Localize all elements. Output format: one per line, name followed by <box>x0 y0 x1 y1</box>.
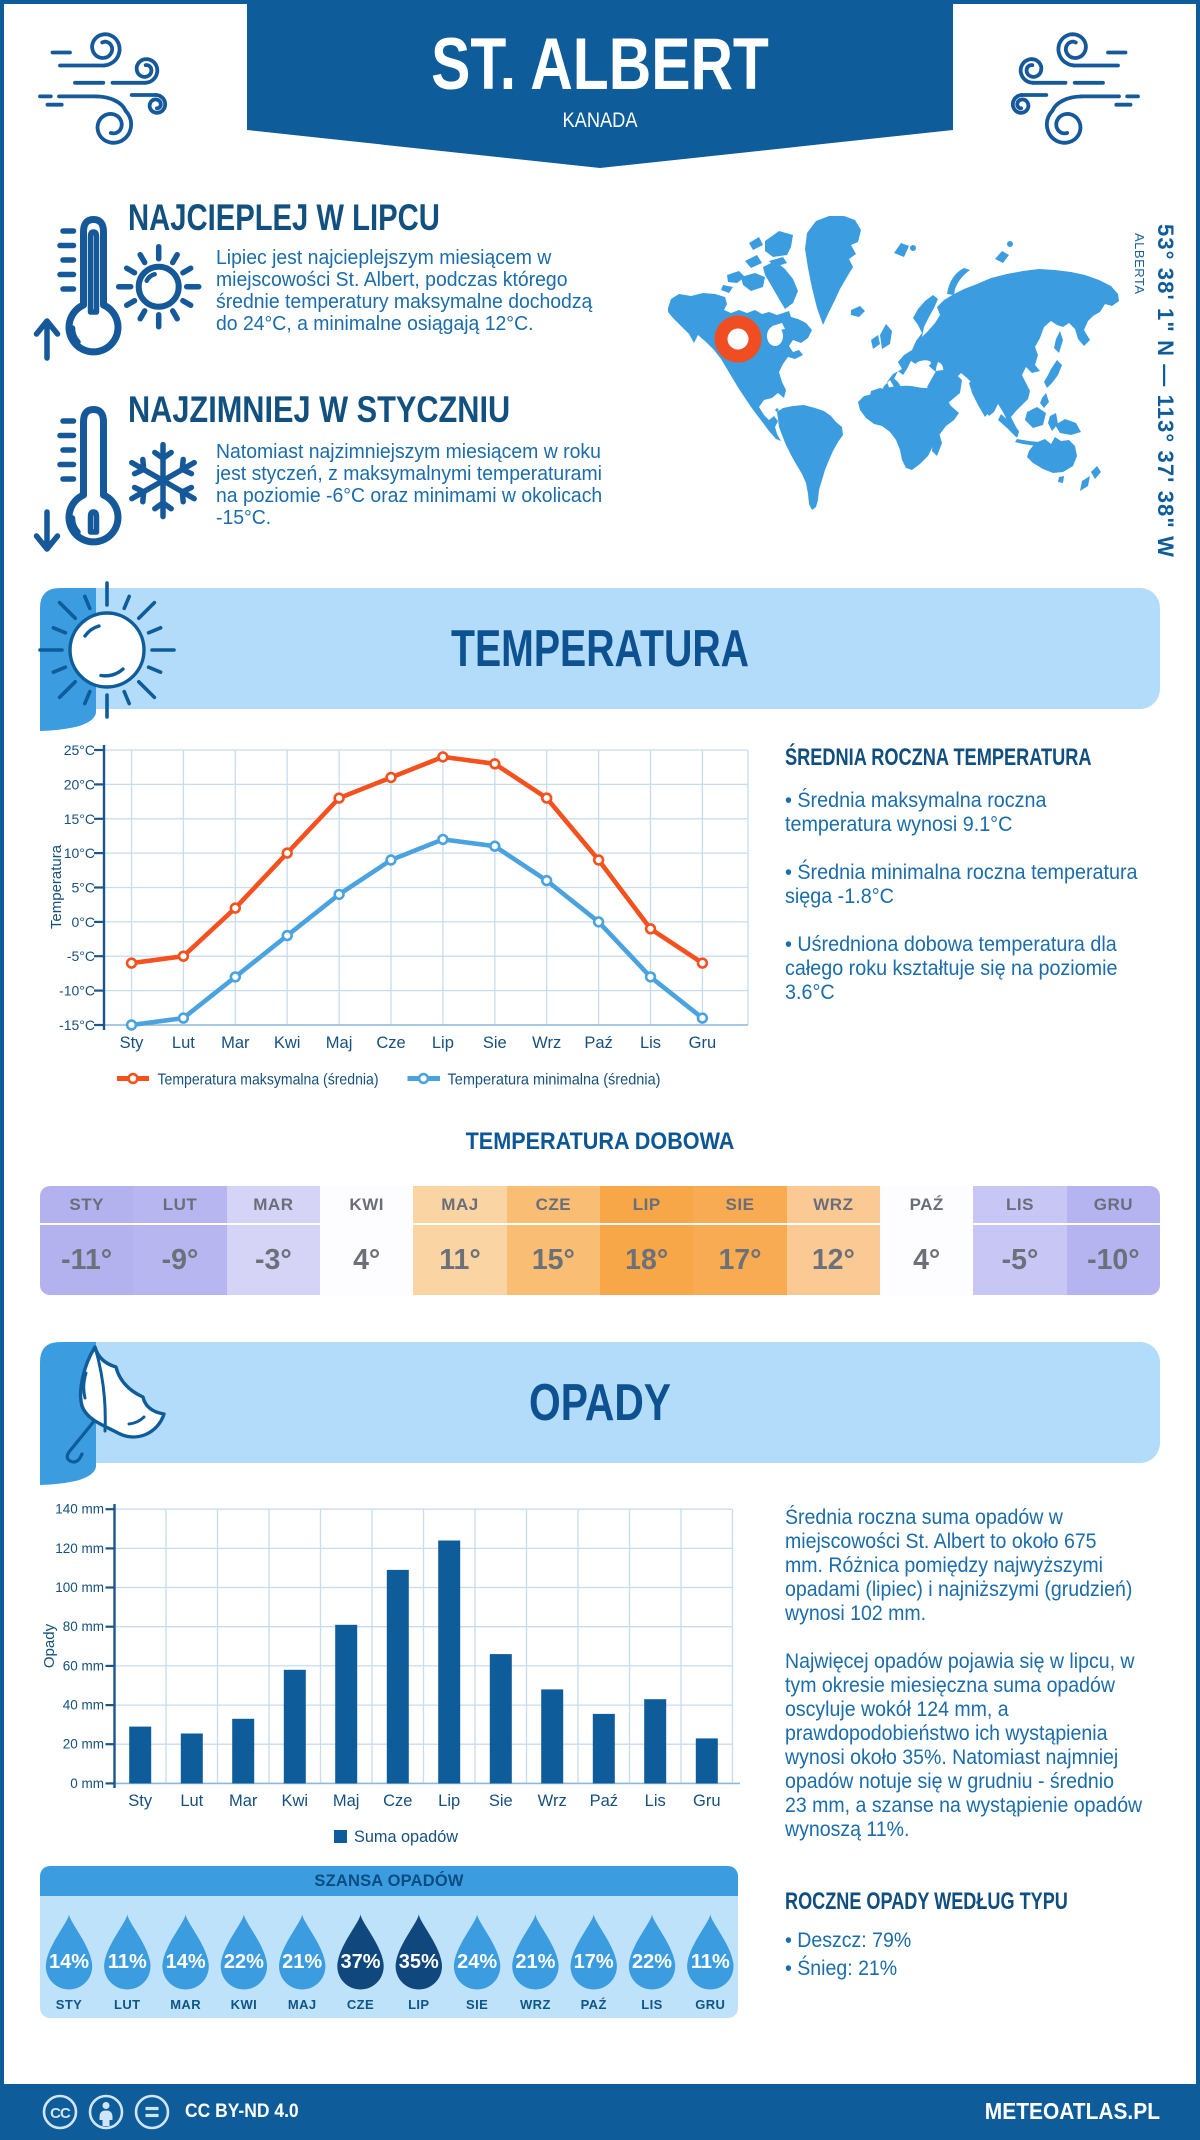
svg-text:60 mm: 60 mm <box>63 1658 104 1673</box>
svg-text:CZE: CZE <box>347 1997 374 2012</box>
svg-text:LIS: LIS <box>641 1997 662 2012</box>
svg-text:Temperatura minimalna (średnia: Temperatura minimalna (średnia) <box>448 1072 661 1089</box>
svg-text:MAJ: MAJ <box>288 1997 317 2012</box>
svg-text:SIE: SIE <box>466 1997 488 2012</box>
svg-text:0 mm: 0 mm <box>70 1776 104 1791</box>
svg-text:Maj: Maj <box>326 1034 353 1052</box>
svg-text:Lip: Lip <box>432 1034 454 1052</box>
svg-text:KWI: KWI <box>231 1997 257 2012</box>
svg-text:Sie: Sie <box>489 1792 513 1810</box>
svg-text:21%: 21% <box>515 1951 555 1973</box>
svg-text:-15°C: -15°C <box>59 1017 95 1033</box>
svg-text:-10°C: -10°C <box>59 983 95 999</box>
svg-text:Sie: Sie <box>483 1034 507 1052</box>
svg-text:Paź: Paź <box>590 1792 618 1810</box>
svg-text:-5°C: -5°C <box>67 948 95 964</box>
svg-text:Paź: Paź <box>584 1034 612 1052</box>
svg-text:Gru: Gru <box>693 1792 721 1810</box>
svg-text:Lip: Lip <box>438 1792 460 1810</box>
svg-text:Lis: Lis <box>645 1792 666 1810</box>
svg-text:15°C: 15°C <box>64 811 95 827</box>
svg-text:Kwi: Kwi <box>282 1792 309 1810</box>
svg-text:GRU: GRU <box>695 1997 725 2012</box>
svg-text:14%: 14% <box>49 1951 89 1973</box>
svg-text:120 mm: 120 mm <box>55 1541 104 1556</box>
svg-text:21%: 21% <box>282 1951 322 1973</box>
svg-text:Maj: Maj <box>333 1792 360 1810</box>
svg-text:Sty: Sty <box>128 1792 153 1810</box>
svg-text:MAR: MAR <box>170 1997 201 2012</box>
svg-text:24%: 24% <box>457 1951 497 1973</box>
svg-text:Mar: Mar <box>229 1792 258 1810</box>
svg-text:40 mm: 40 mm <box>63 1698 104 1713</box>
svg-text:20 mm: 20 mm <box>63 1737 104 1752</box>
svg-text:Wrz: Wrz <box>532 1034 561 1052</box>
svg-text:Temperatura maksymalna (średni: Temperatura maksymalna (średnia) <box>158 1072 379 1089</box>
svg-text:Wrz: Wrz <box>538 1792 567 1810</box>
svg-text:WRZ: WRZ <box>520 1997 551 2012</box>
svg-text:PAŹ: PAŹ <box>581 1997 607 2012</box>
svg-text:11%: 11% <box>691 1951 730 1973</box>
svg-text:Lis: Lis <box>640 1034 661 1052</box>
svg-text:11%: 11% <box>108 1951 147 1973</box>
svg-text:Mar: Mar <box>221 1034 250 1052</box>
svg-text:Temperatura: Temperatura <box>48 844 65 929</box>
svg-text:140 mm: 140 mm <box>55 1502 104 1517</box>
svg-text:22%: 22% <box>224 1951 264 1973</box>
svg-text:22%: 22% <box>632 1951 672 1973</box>
svg-text:Opady: Opady <box>41 1623 58 1668</box>
svg-text:Lut: Lut <box>172 1034 195 1052</box>
svg-text:CC: CC <box>50 2105 71 2122</box>
svg-text:20°C: 20°C <box>64 776 95 792</box>
svg-text:Gru: Gru <box>689 1034 717 1052</box>
svg-text:LUT: LUT <box>114 1997 140 2012</box>
svg-text:80 mm: 80 mm <box>63 1619 104 1634</box>
svg-text:STY: STY <box>56 1997 82 2012</box>
svg-text:5°C: 5°C <box>72 880 96 896</box>
svg-text:0°C: 0°C <box>72 914 96 930</box>
svg-text:Cze: Cze <box>376 1034 405 1052</box>
svg-text:Cze: Cze <box>383 1792 412 1810</box>
svg-text:37%: 37% <box>340 1951 380 1973</box>
svg-text:Sty: Sty <box>120 1034 145 1052</box>
svg-text:10°C: 10°C <box>64 845 95 861</box>
svg-text:LIP: LIP <box>408 1997 429 2012</box>
svg-text:Kwi: Kwi <box>274 1034 301 1052</box>
svg-text:14%: 14% <box>166 1951 206 1973</box>
svg-text:35%: 35% <box>399 1951 439 1973</box>
svg-text:Suma opadów: Suma opadów <box>354 1827 459 1846</box>
svg-text:25°C: 25°C <box>64 742 95 758</box>
svg-text:100 mm: 100 mm <box>55 1580 104 1595</box>
svg-text:Lut: Lut <box>180 1792 203 1810</box>
svg-text:17%: 17% <box>574 1951 614 1973</box>
